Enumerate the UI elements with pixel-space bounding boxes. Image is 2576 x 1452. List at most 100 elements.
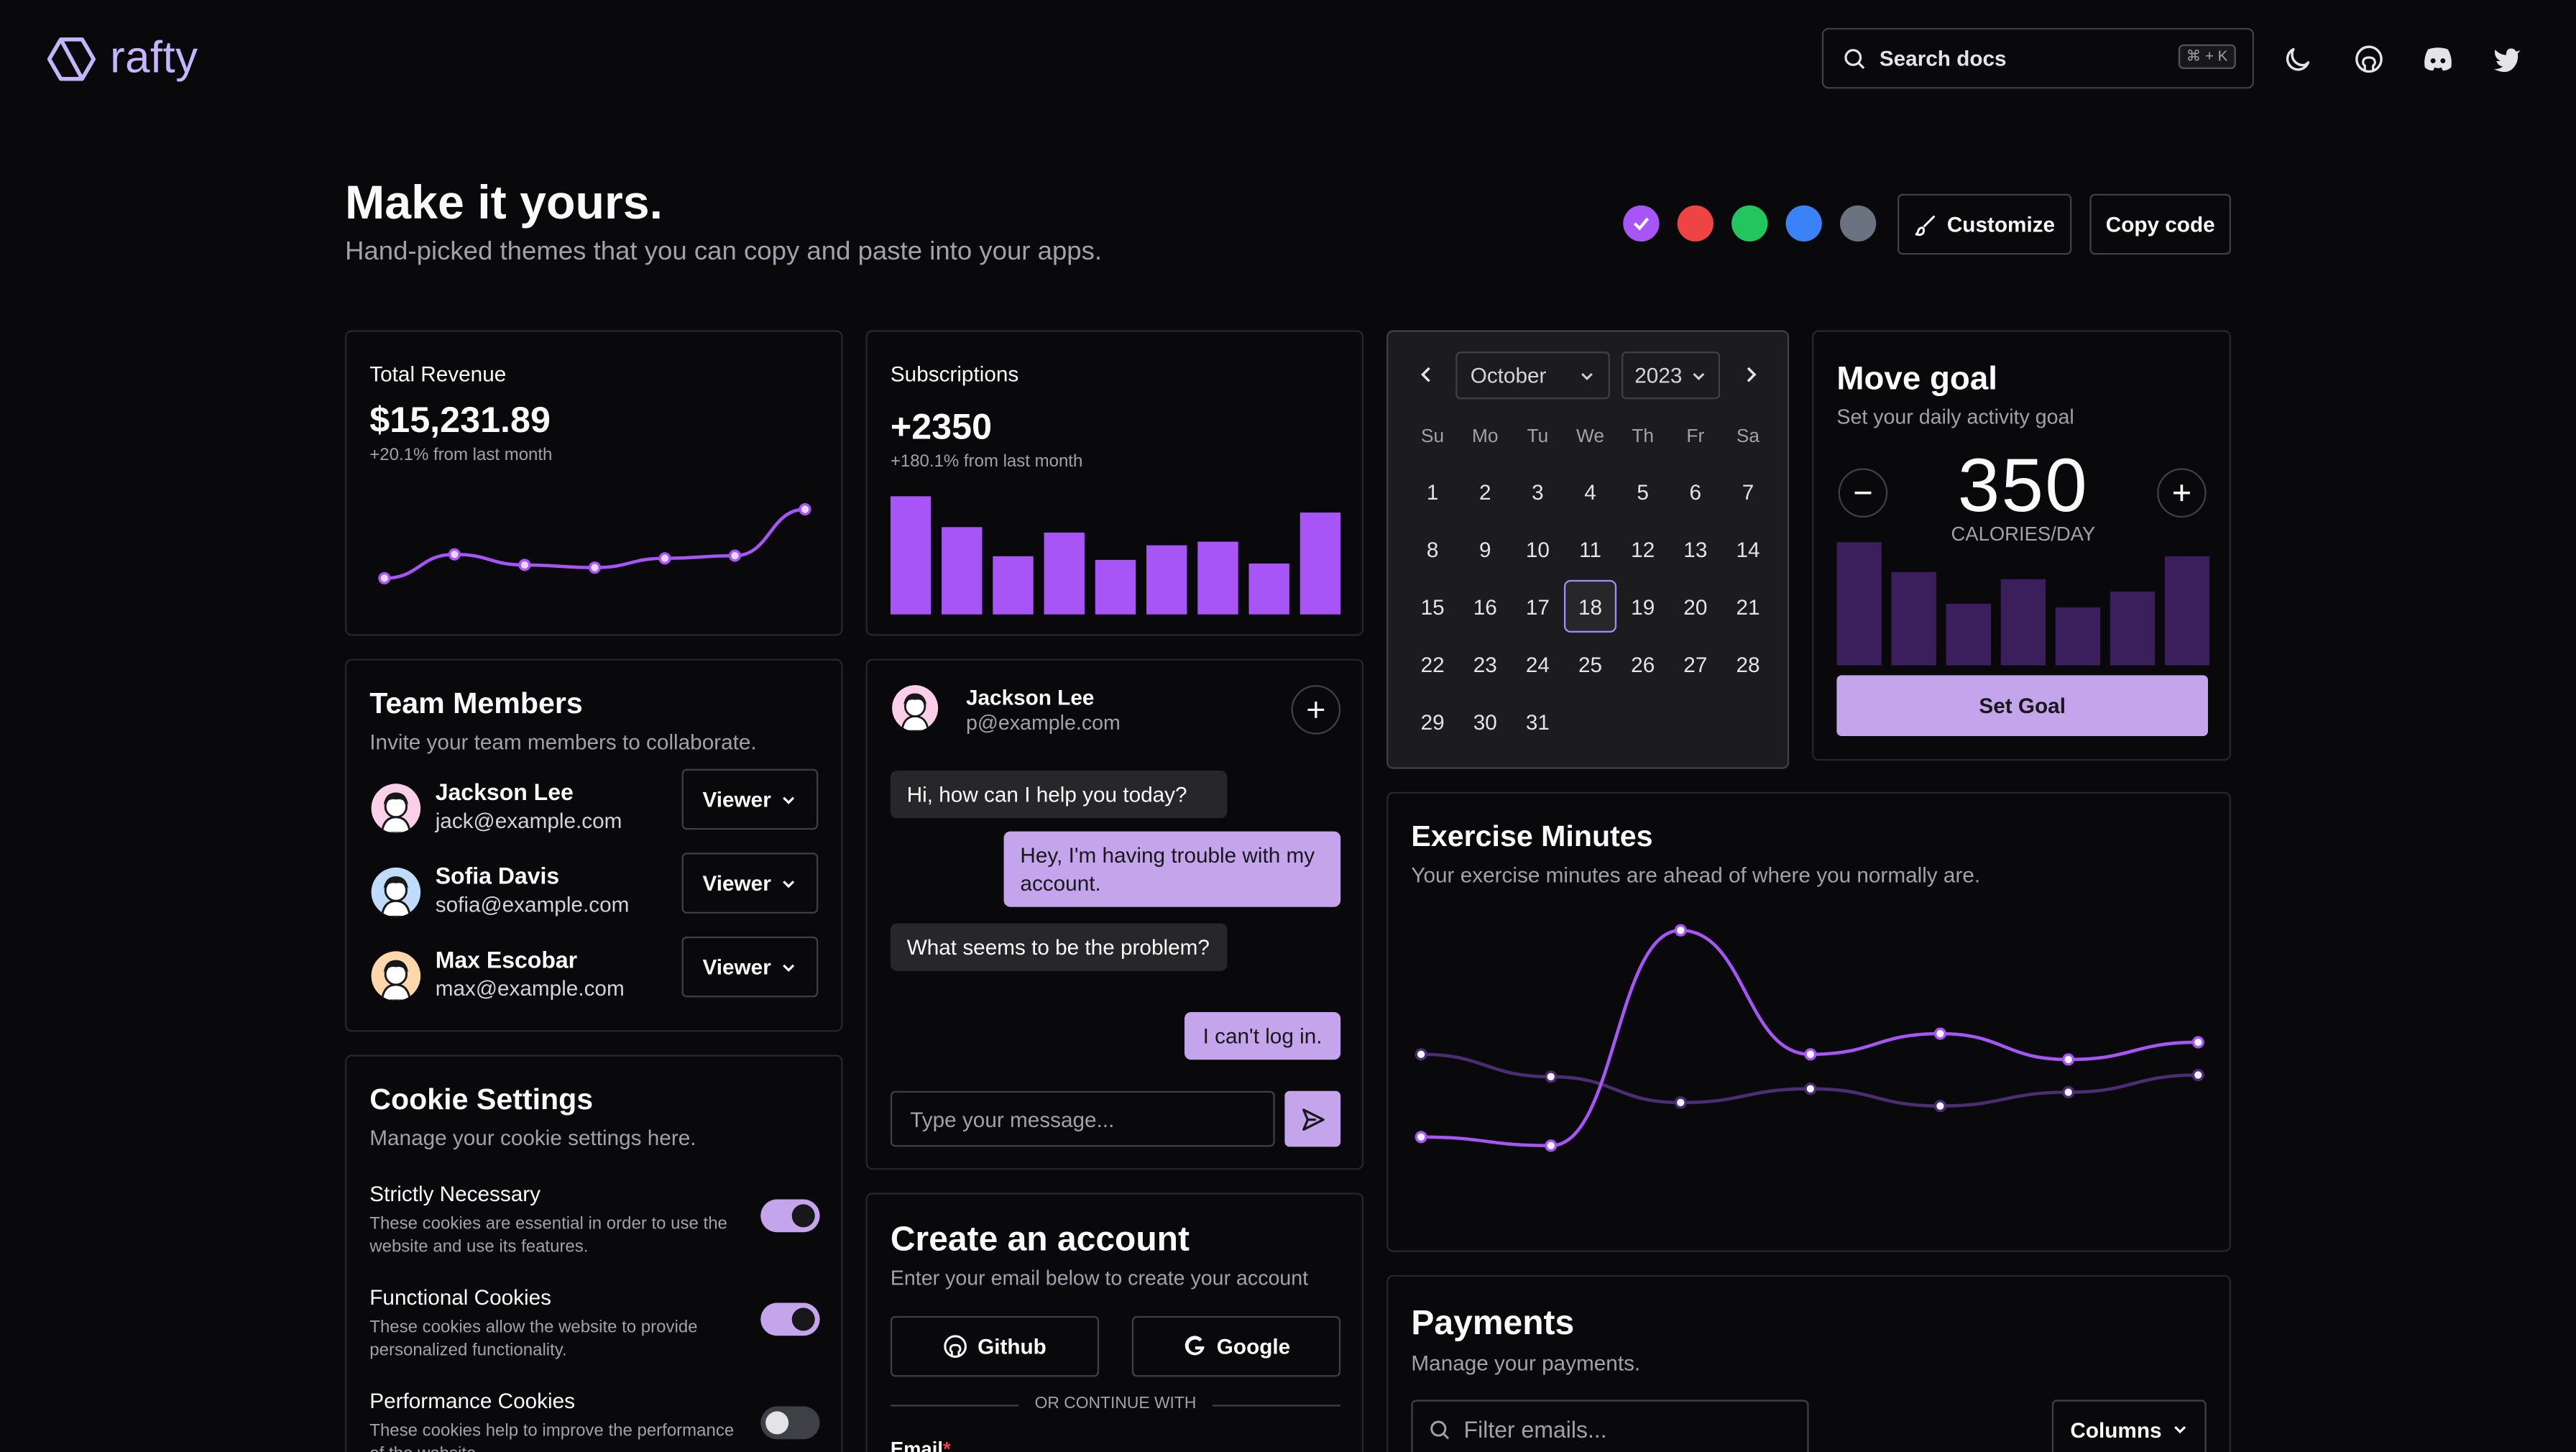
check-icon bbox=[1632, 213, 1651, 233]
calendar-day[interactable]: 5 bbox=[1637, 479, 1649, 504]
send-button[interactable] bbox=[1284, 1090, 1341, 1147]
calendar-day[interactable]: 30 bbox=[1473, 709, 1497, 734]
month-select[interactable]: October bbox=[1455, 351, 1610, 400]
member-role-select[interactable]: Viewer bbox=[681, 768, 819, 830]
new-chat-button[interactable] bbox=[1291, 685, 1341, 735]
subscription-bar bbox=[942, 527, 983, 615]
theme-swatch-blue[interactable] bbox=[1785, 205, 1822, 242]
customize-button[interactable]: Customize bbox=[1897, 193, 2072, 255]
calendar-day[interactable]: 2 bbox=[1478, 479, 1491, 504]
agent-message: Hi, how can I help you today? bbox=[890, 770, 1228, 819]
total-revenue-card: Total Revenue $15,231.89 +20.1% from las… bbox=[344, 330, 843, 636]
calendar-day[interactable]: 24 bbox=[1525, 651, 1550, 676]
calendar-day[interactable]: 26 bbox=[1631, 651, 1655, 676]
calendar-day[interactable]: 11 bbox=[1579, 536, 1601, 561]
subscription-bar bbox=[1146, 545, 1187, 615]
calendar-day[interactable]: 16 bbox=[1473, 594, 1497, 619]
calendar-day[interactable]: 25 bbox=[1578, 651, 1603, 676]
calendar-day[interactable]: 28 bbox=[1736, 651, 1760, 676]
calendar-day[interactable]: 4 bbox=[1584, 479, 1596, 504]
goal-bar bbox=[1946, 603, 1991, 666]
calendar-day[interactable]: 14 bbox=[1736, 536, 1760, 561]
github-signup-button[interactable]: Github bbox=[890, 1315, 1100, 1377]
cookie-description: These cookies help to improve the perfor… bbox=[369, 1421, 735, 1452]
chat-contact-name: Jackson Lee bbox=[965, 685, 1095, 710]
calendar-day[interactable]: 7 bbox=[1742, 479, 1754, 504]
cookie-toggle[interactable] bbox=[760, 1406, 820, 1440]
moon-icon[interactable] bbox=[2283, 45, 2313, 74]
theme-swatch-purple[interactable] bbox=[1623, 205, 1660, 242]
calendar-day[interactable]: 22 bbox=[1420, 651, 1445, 676]
revenue-point bbox=[378, 571, 391, 584]
calendar-day-selected[interactable]: 18 bbox=[1563, 579, 1617, 633]
calendar-day[interactable]: 9 bbox=[1478, 536, 1491, 561]
decrease-goal-button[interactable] bbox=[1838, 468, 1888, 518]
calendar-day[interactable]: 12 bbox=[1631, 536, 1655, 561]
toggle-knob bbox=[791, 1308, 815, 1331]
search-icon bbox=[1430, 1419, 1451, 1440]
github-icon[interactable] bbox=[2354, 45, 2383, 74]
exercise-point bbox=[2062, 1053, 2075, 1066]
team-subtitle: Invite your team members to collaborate. bbox=[369, 729, 757, 755]
calendar-day[interactable]: 3 bbox=[1532, 479, 1544, 504]
hexagon-logo-icon bbox=[46, 35, 97, 81]
columns-button[interactable]: Columns bbox=[2051, 1400, 2207, 1452]
divider-text: OR CONTINUE WITH bbox=[1034, 1394, 1197, 1413]
calendar-day[interactable]: 31 bbox=[1525, 709, 1550, 734]
copy-code-button[interactable]: Copy code bbox=[2089, 193, 2231, 255]
customize-label: Customize bbox=[1946, 211, 2056, 237]
exercise-point bbox=[1933, 1100, 1946, 1113]
brand-logo[interactable]: rafty bbox=[46, 33, 198, 84]
member-name: Jackson Lee bbox=[435, 778, 574, 805]
calendar-day[interactable]: 8 bbox=[1426, 536, 1439, 561]
minus-icon bbox=[1853, 483, 1872, 502]
theme-swatches bbox=[1623, 205, 1877, 242]
year-select[interactable]: 2023 bbox=[1621, 351, 1721, 400]
twitter-icon[interactable] bbox=[2492, 45, 2521, 74]
calendar-day[interactable]: 19 bbox=[1631, 594, 1655, 619]
chevron-left-icon[interactable] bbox=[1416, 364, 1435, 384]
filter-emails-input[interactable]: Filter emails... bbox=[1411, 1400, 1809, 1452]
chevron-right-icon[interactable] bbox=[1742, 364, 1761, 384]
calendar-day[interactable]: 1 bbox=[1426, 479, 1439, 504]
google-signup-button[interactable]: Google bbox=[1131, 1315, 1341, 1377]
member-role-select[interactable]: Viewer bbox=[681, 853, 819, 914]
account-title: Create an account bbox=[890, 1221, 1190, 1259]
calendar-day[interactable]: 21 bbox=[1736, 594, 1760, 619]
calendar-day[interactable]: 23 bbox=[1473, 651, 1497, 676]
exercise-point bbox=[1414, 1048, 1427, 1061]
send-icon bbox=[1300, 1106, 1325, 1131]
exercise-point bbox=[1674, 924, 1687, 937]
cookie-label: Performance Cookies bbox=[369, 1388, 575, 1413]
subscription-bar bbox=[1044, 532, 1085, 615]
calendar-day[interactable]: 15 bbox=[1420, 594, 1445, 619]
theme-swatch-gray[interactable] bbox=[1839, 205, 1877, 242]
calendar-card: October 2023 Su Mo Tu We Th Fr Sa 1 2 3 4 5 6 7 8 9 10 11… bbox=[1386, 330, 1790, 769]
message-input[interactable]: Type your message... bbox=[890, 1090, 1275, 1147]
theme-swatch-red[interactable] bbox=[1677, 205, 1714, 242]
move-goal-subtitle: Set your daily activity goal bbox=[1836, 405, 2074, 429]
goal-bar bbox=[2055, 607, 2101, 666]
member-role-select[interactable]: Viewer bbox=[681, 936, 819, 998]
calendar-day[interactable]: 17 bbox=[1525, 594, 1550, 619]
calendar-day[interactable]: 29 bbox=[1420, 709, 1445, 734]
cookie-toggle[interactable] bbox=[760, 1302, 820, 1336]
revenue-delta: +20.1% from last month bbox=[369, 445, 553, 465]
increase-goal-button[interactable] bbox=[2157, 468, 2207, 518]
theme-swatch-green[interactable] bbox=[1731, 205, 1768, 242]
search-docs-button[interactable]: Search docs ⌘ + K bbox=[1821, 27, 2254, 89]
create-account-card: Create an account Enter your email below… bbox=[865, 1193, 1364, 1452]
weekday-label: Sa bbox=[1736, 427, 1760, 447]
cookie-subtitle: Manage your cookie settings here. bbox=[369, 1125, 696, 1150]
cookie-toggle[interactable] bbox=[760, 1199, 820, 1233]
calendar-day[interactable]: 6 bbox=[1689, 479, 1702, 504]
calendar-day[interactable]: 27 bbox=[1683, 651, 1708, 676]
calendar-day[interactable]: 20 bbox=[1683, 594, 1708, 619]
set-goal-button[interactable]: Set Goal bbox=[1836, 675, 2208, 736]
discord-icon[interactable] bbox=[2421, 45, 2455, 74]
calendar-day[interactable]: 13 bbox=[1683, 536, 1708, 561]
page-title: Make it yours. bbox=[344, 177, 663, 230]
calendar-day[interactable]: 10 bbox=[1525, 536, 1550, 561]
columns-label: Columns bbox=[2070, 1417, 2162, 1442]
move-goal-card: Move goal Set your daily activity goal 3… bbox=[1812, 330, 2231, 761]
